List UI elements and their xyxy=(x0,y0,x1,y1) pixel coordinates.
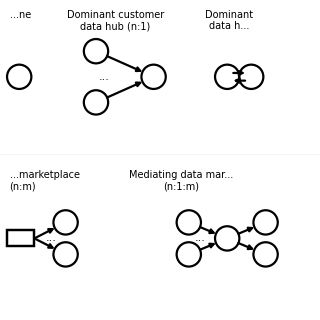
Text: Dominant
data h...: Dominant data h... xyxy=(205,10,253,31)
Text: ...: ... xyxy=(99,72,109,82)
Text: Dominant customer
data hub (n:1): Dominant customer data hub (n:1) xyxy=(67,10,164,31)
Text: ...ne: ...ne xyxy=(10,10,31,20)
Text: ...: ... xyxy=(46,233,57,244)
Text: ...marketplace
(n:m): ...marketplace (n:m) xyxy=(10,170,80,191)
Bar xyxy=(7,230,35,246)
Text: Mediating data mar...
(n:1:m): Mediating data mar... (n:1:m) xyxy=(129,170,233,191)
Text: ...: ... xyxy=(195,233,205,244)
